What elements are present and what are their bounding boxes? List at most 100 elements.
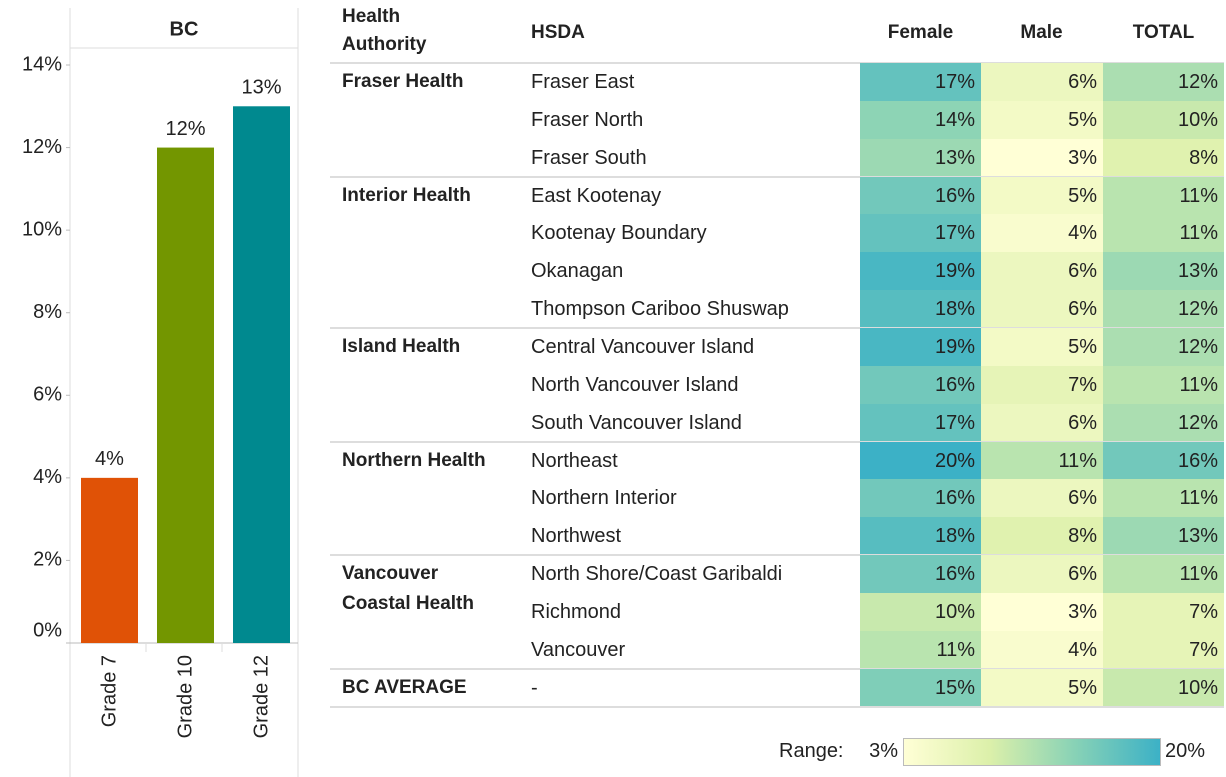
heat-cell bbox=[1103, 441, 1224, 480]
hsda-name: Kootenay Boundary bbox=[531, 222, 707, 245]
group-name: Vancouver Coastal Health bbox=[342, 563, 474, 615]
heat-cell bbox=[981, 100, 1103, 140]
hsda-name: Okanagan bbox=[531, 260, 624, 283]
heat-cell bbox=[1103, 252, 1224, 291]
cell-label: 5% bbox=[1068, 335, 1097, 358]
bar bbox=[81, 477, 138, 643]
cell-label: 4% bbox=[1068, 638, 1097, 661]
cell-label: 11% bbox=[1179, 373, 1218, 396]
cell-label: 5% bbox=[1068, 108, 1097, 131]
cell-label: 12% bbox=[1177, 411, 1218, 434]
cell-label: 3% bbox=[1068, 600, 1097, 623]
cell-label: 5% bbox=[1068, 184, 1097, 207]
cell-label: 6% bbox=[1068, 260, 1097, 283]
cell-label: 5% bbox=[1068, 676, 1097, 699]
cell-label: 8% bbox=[1189, 146, 1218, 169]
heat-cell bbox=[1103, 100, 1224, 140]
heat-cell bbox=[1103, 555, 1224, 594]
group-divider bbox=[330, 326, 1224, 329]
hsda-name: South Vancouver Island bbox=[531, 411, 742, 434]
heat-cell bbox=[981, 441, 1103, 480]
cell-label: 17% bbox=[934, 222, 975, 245]
cell-label: 13% bbox=[934, 146, 975, 169]
hsda-name: Northwest bbox=[531, 525, 622, 548]
bar-chart: BC 0% 2% 4% 6% 8% 10% 12% 14% Grade 7 4% Grade 10 1… bbox=[22, 8, 299, 777]
heat-cell bbox=[1103, 592, 1224, 632]
hsda-name: Central Vancouver Island bbox=[531, 335, 755, 358]
cell-label: 13% bbox=[1177, 525, 1218, 548]
heat-cell bbox=[860, 252, 981, 291]
group-divider bbox=[330, 440, 1224, 443]
y-tick-label: 10% bbox=[22, 218, 62, 240]
heat-cell bbox=[981, 327, 1103, 367]
cell-label: 6% bbox=[1068, 487, 1097, 510]
y-tick-label: 0% bbox=[33, 619, 62, 641]
heat-cell bbox=[981, 252, 1103, 291]
hsda-name: North Shore/Coast Garibaldi bbox=[531, 563, 783, 586]
group-divider bbox=[330, 667, 1224, 670]
cell-label: 7% bbox=[1189, 600, 1218, 623]
value-label: 4% bbox=[95, 448, 124, 470]
heat-cell bbox=[860, 214, 981, 253]
chart-title: BC bbox=[170, 18, 199, 40]
cell-label: 19% bbox=[934, 260, 975, 283]
cell-label: 6% bbox=[1068, 71, 1097, 93]
heat-cell bbox=[860, 327, 981, 367]
heat-cell bbox=[981, 63, 1103, 102]
cell-label: 10% bbox=[1177, 676, 1218, 699]
legend-min: 3% bbox=[869, 740, 898, 762]
heat-cell bbox=[1103, 365, 1224, 405]
cell-label: 4% bbox=[1068, 222, 1097, 245]
y-tick-label: 14% bbox=[22, 53, 62, 75]
group-name: Fraser Health bbox=[342, 71, 464, 92]
bar bbox=[233, 106, 290, 644]
group-name: Northern Health bbox=[342, 449, 486, 471]
cell-label: 16% bbox=[934, 487, 975, 510]
cell-label: 17% bbox=[934, 71, 975, 93]
cell-label: 16% bbox=[934, 373, 975, 396]
cell-label: 3% bbox=[1068, 146, 1097, 169]
heat-cell bbox=[860, 592, 981, 632]
heat-cell bbox=[1103, 668, 1224, 707]
cell-label: 13% bbox=[1177, 260, 1218, 283]
heat-cell bbox=[1103, 290, 1224, 329]
legend-gradient bbox=[903, 738, 1161, 766]
hsda-name: Richmond bbox=[531, 600, 622, 623]
legend-max: 20% bbox=[1165, 740, 1206, 762]
heat-cell bbox=[981, 592, 1103, 632]
heat-cell bbox=[1103, 138, 1224, 178]
heat-cell bbox=[860, 100, 981, 140]
cell-label: 10% bbox=[1177, 108, 1218, 131]
cell-label: 16% bbox=[934, 184, 975, 207]
group-divider bbox=[330, 175, 1224, 178]
cell-label: 17% bbox=[934, 411, 975, 434]
heat-cell bbox=[981, 290, 1103, 329]
heat-cell bbox=[981, 630, 1103, 670]
heat-cell bbox=[1103, 327, 1224, 367]
cell-label: 14% bbox=[934, 108, 975, 131]
x-tick-label: Grade 7 bbox=[98, 655, 120, 727]
legend-label: Range: bbox=[779, 740, 844, 762]
hsda-name: Northeast bbox=[531, 449, 618, 472]
column-header: Health Authority bbox=[342, 6, 427, 55]
hsda-name: North Vancouver Island bbox=[531, 373, 739, 396]
y-tick-label: 8% bbox=[33, 301, 62, 323]
hsda-name: Vancouver bbox=[531, 638, 626, 661]
cell-label: 16% bbox=[934, 563, 975, 586]
heat-cell bbox=[1103, 176, 1224, 215]
cell-label: 11% bbox=[1179, 487, 1218, 510]
heat-cell bbox=[981, 176, 1103, 215]
hsda-name: Fraser East bbox=[531, 71, 635, 93]
heat-cell bbox=[981, 479, 1103, 518]
heat-cell bbox=[860, 403, 981, 442]
cell-label: 7% bbox=[1068, 373, 1097, 396]
cell-label: 12% bbox=[1177, 71, 1218, 93]
heat-cell bbox=[860, 479, 981, 518]
bar bbox=[157, 147, 214, 644]
group-name: Interior Health bbox=[342, 184, 471, 206]
heat-cell bbox=[1103, 517, 1224, 556]
cell-label: 15% bbox=[934, 676, 975, 699]
heat-cell bbox=[981, 403, 1103, 442]
heat-cell bbox=[981, 668, 1103, 707]
